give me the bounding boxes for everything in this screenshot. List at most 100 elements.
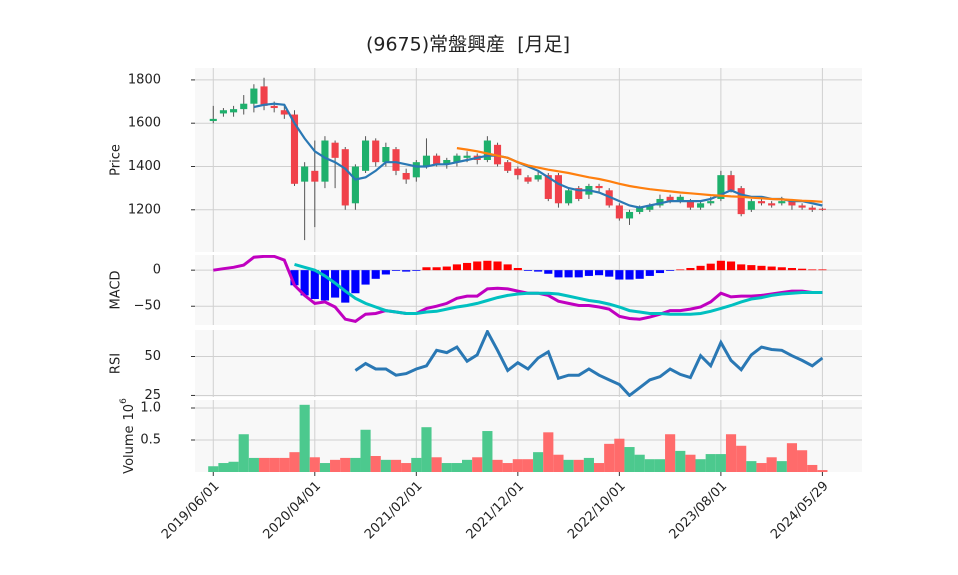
histogram-bar [706, 263, 715, 271]
plot-area [195, 330, 862, 397]
histogram-bar [584, 270, 593, 276]
candle-body [565, 190, 573, 204]
candle-body [625, 211, 634, 219]
volume-bar [441, 463, 452, 472]
candle-body [798, 205, 806, 208]
y-tick-label: 25 [144, 388, 161, 403]
plot [354, 330, 824, 397]
histogram-bar [676, 269, 685, 271]
histogram-bar [402, 270, 411, 272]
volume-bar [685, 454, 696, 472]
y-tick-label: 50 [144, 349, 161, 364]
histogram-bar [310, 270, 319, 300]
candle-body [595, 185, 603, 189]
volume-bar [807, 464, 818, 472]
volume-bar [299, 404, 310, 472]
histogram-bar [483, 260, 492, 271]
volume-bar [390, 459, 402, 472]
volume-bar [208, 466, 219, 472]
volume-bar [553, 454, 564, 472]
x-tick-label: 2020/04/01 [261, 479, 325, 543]
histogram-bar [290, 270, 299, 286]
macd-line [294, 262, 823, 316]
moving-average [253, 102, 823, 209]
volume-bar [715, 454, 726, 472]
candle-body [717, 175, 725, 199]
histogram-bar [574, 270, 583, 278]
histogram-bar [635, 270, 644, 279]
histogram-bar [645, 270, 654, 276]
candle-body [453, 155, 461, 163]
candle-body [311, 170, 319, 182]
y-axis-label: RSI [109, 353, 124, 374]
candle-body [818, 208, 826, 210]
candle-body [768, 203, 776, 206]
histogram-bar [605, 270, 614, 277]
histogram-bar [432, 267, 441, 271]
volume-bar [228, 461, 239, 472]
histogram-bar [594, 270, 604, 276]
y-tick-label: 1.0 [140, 401, 161, 416]
histogram-bar [625, 270, 634, 280]
histogram-bar [757, 265, 766, 271]
candle-body [280, 110, 288, 115]
volume-bar [289, 452, 300, 472]
histogram-bar [503, 264, 512, 271]
plot [213, 255, 827, 324]
volume-bar [593, 463, 605, 472]
histogram-bar [473, 261, 482, 271]
volume-bar [370, 456, 381, 472]
volume-bar [583, 457, 594, 472]
candle-body [230, 109, 238, 113]
volume-bar [502, 463, 513, 472]
candle-body [514, 168, 522, 176]
histogram-bar [686, 267, 695, 271]
candle-body [392, 149, 400, 171]
histogram-bar [716, 260, 725, 271]
candle-body [636, 207, 644, 212]
histogram-bar [422, 267, 431, 271]
candle-body [412, 162, 420, 178]
volume-bar [563, 459, 574, 472]
volume-bar [522, 459, 534, 472]
histogram-bar [351, 270, 360, 294]
histogram-bar [767, 266, 776, 271]
volume-bar [340, 457, 351, 472]
histogram-bar [615, 270, 624, 280]
histogram-bar [808, 269, 817, 271]
histogram-bar [300, 270, 309, 296]
volume-bar [350, 457, 361, 472]
candle-body [270, 105, 278, 109]
y-tick-label: 0 [153, 263, 161, 278]
volume-bar [401, 463, 412, 472]
candle-body [524, 177, 532, 182]
plot-area [195, 68, 862, 252]
chart-title: (9675)常盤興産 [月足] [366, 34, 570, 56]
candle-body [250, 88, 258, 104]
volume-bar [644, 459, 655, 472]
candle-body [757, 201, 766, 204]
macd-line [213, 255, 823, 324]
volume-bar [411, 457, 422, 472]
y-tick-label: 1600 [128, 116, 161, 131]
candle-body [808, 207, 816, 210]
volume-bar [766, 457, 777, 472]
histogram-bar [493, 261, 502, 271]
volume-bar [431, 457, 442, 472]
candle-body [290, 114, 299, 184]
candle-body [615, 205, 623, 219]
volume-bar [665, 434, 676, 472]
candle-body [240, 103, 248, 110]
candle-body [260, 86, 268, 106]
x-tick-label: 2022/10/01 [565, 479, 629, 543]
y-axis-label: MACD [109, 271, 124, 310]
plot [208, 404, 828, 472]
y-axis-label: Price [109, 144, 124, 176]
volume-bar [319, 463, 331, 472]
histogram-bar [452, 264, 461, 271]
volume-bar [380, 459, 391, 472]
volume-bar [573, 459, 584, 472]
volume-bar [634, 454, 645, 472]
histogram-bar [361, 270, 370, 285]
